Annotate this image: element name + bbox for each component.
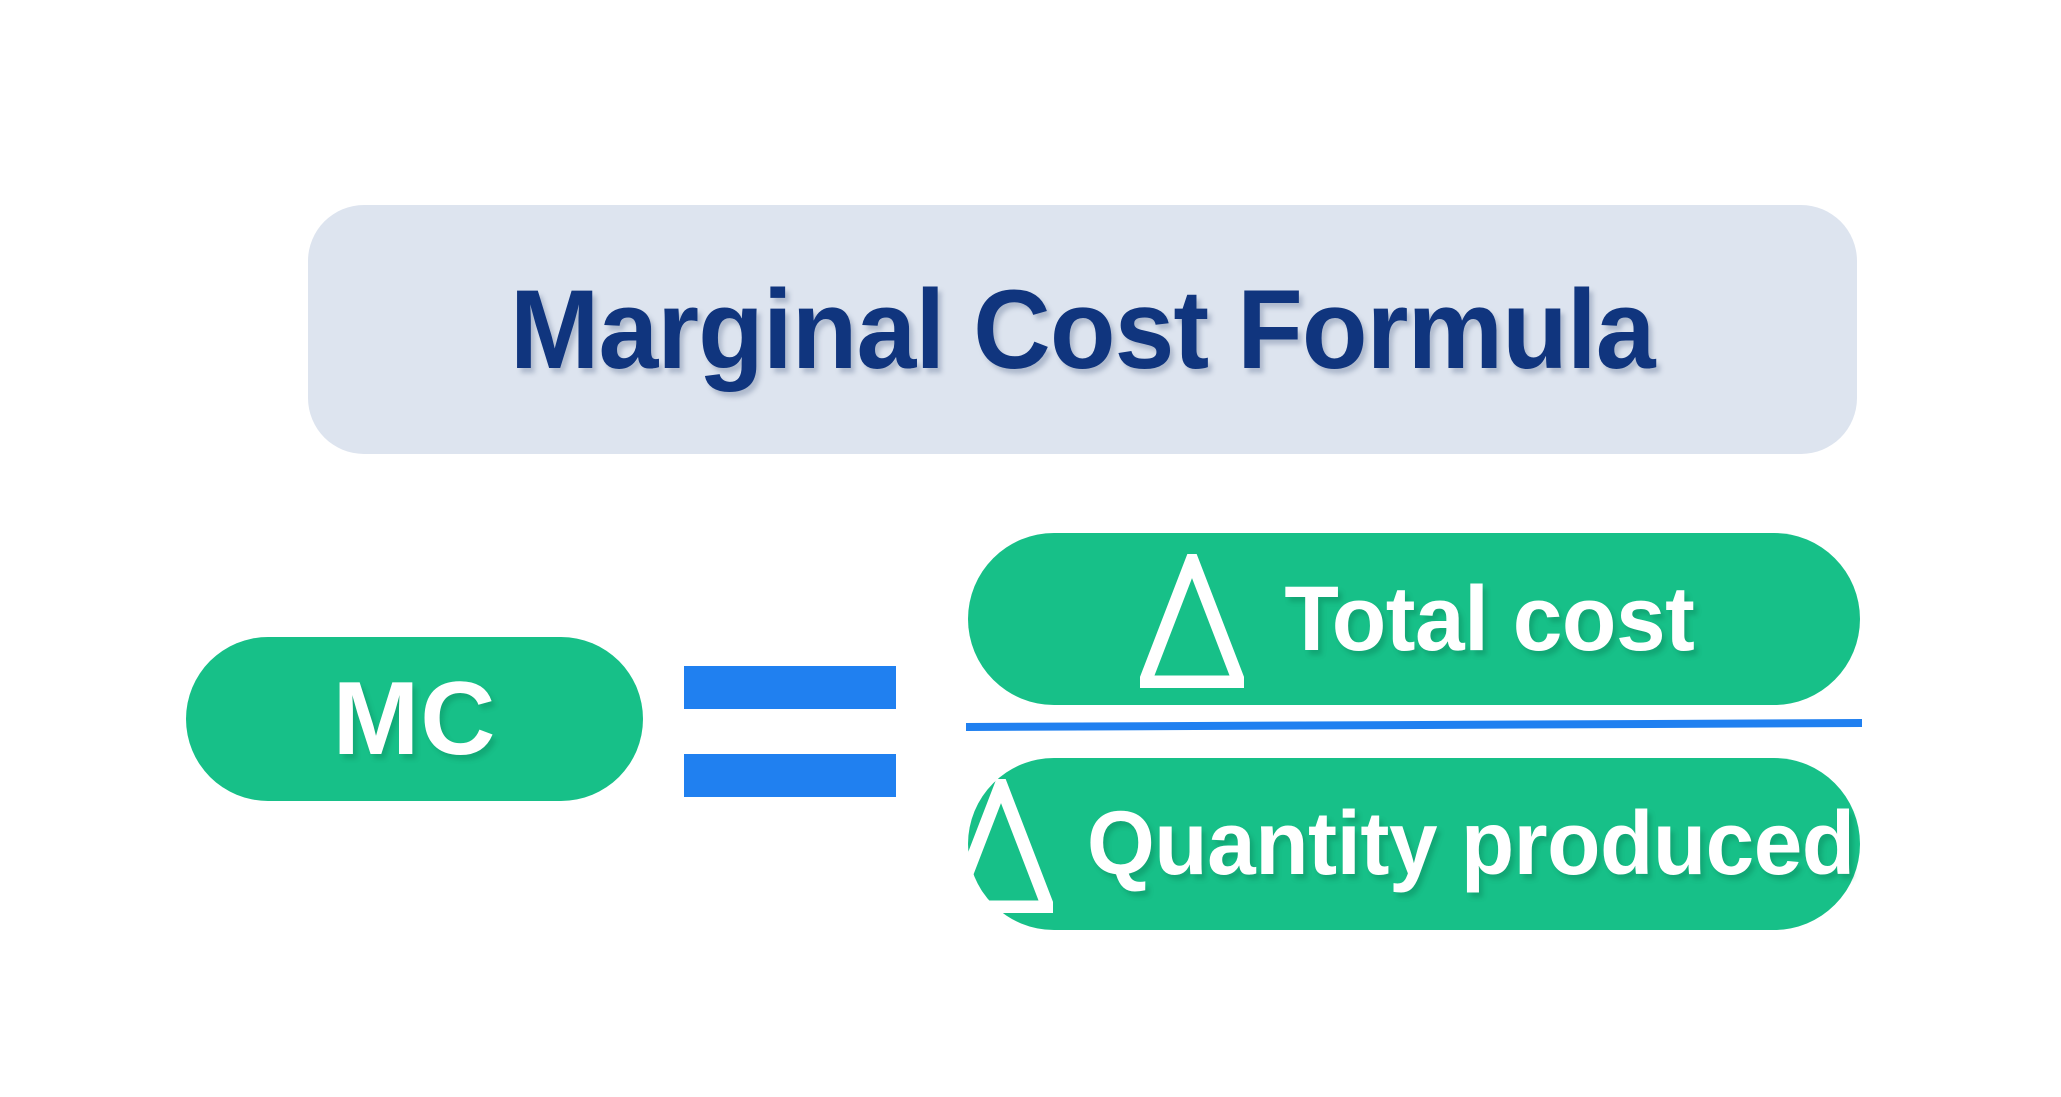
denominator-label: Quantity produced bbox=[1087, 794, 1855, 894]
mc-label: MC bbox=[332, 661, 497, 777]
equals-bar-bottom bbox=[684, 754, 896, 797]
fraction-bar bbox=[966, 719, 1862, 731]
denominator-pill: Quantity produced bbox=[949, 758, 1860, 930]
equals-bar-top bbox=[684, 666, 896, 709]
numerator-pill: Total cost bbox=[968, 533, 1860, 705]
title-banner: Marginal Cost Formula bbox=[308, 205, 1857, 454]
numerator-label: Total cost bbox=[1284, 568, 1694, 670]
delta-triangle-icon bbox=[1139, 554, 1244, 688]
delta-triangle-icon bbox=[949, 779, 1054, 913]
page-title: Marginal Cost Formula bbox=[510, 266, 1656, 392]
mc-term-pill: MC bbox=[186, 637, 643, 801]
equals-sign-icon bbox=[684, 666, 896, 798]
fraction-group: Total cost Quantity produced bbox=[949, 533, 1862, 931]
